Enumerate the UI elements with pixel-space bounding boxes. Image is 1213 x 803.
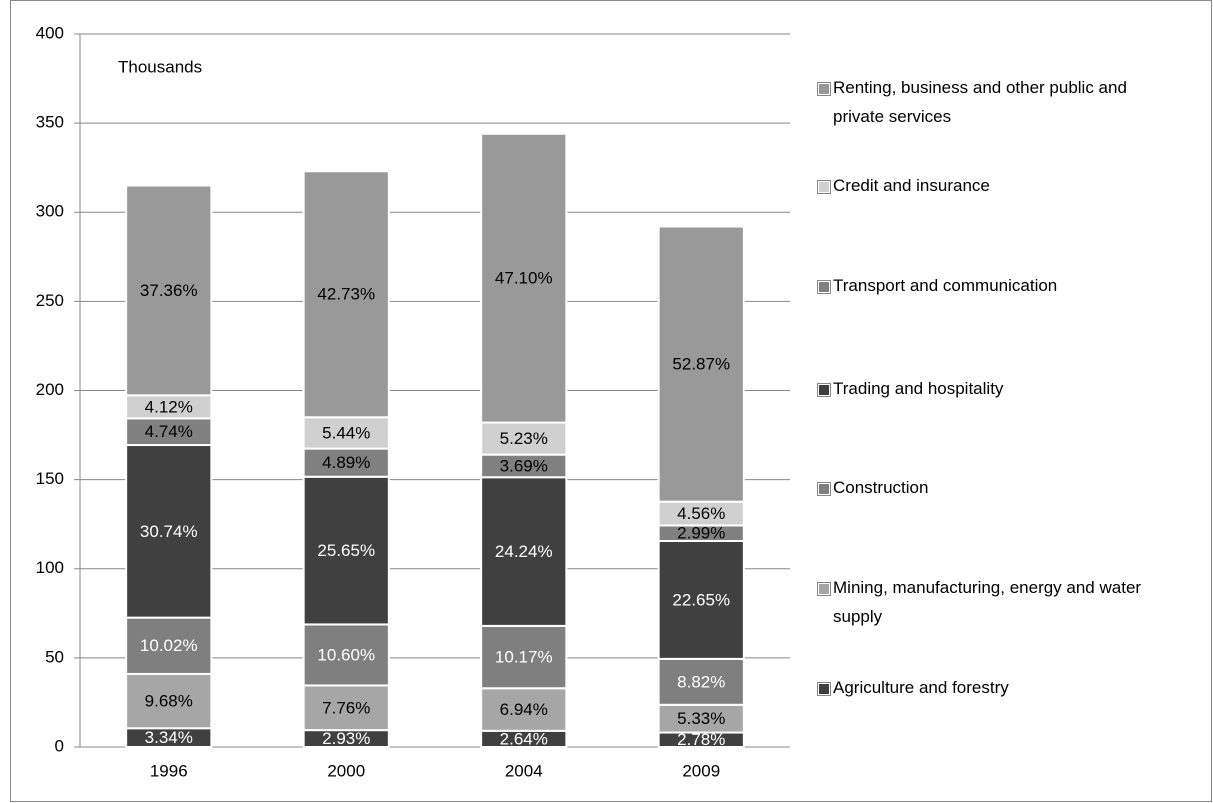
- annotation: Thousands: [118, 57, 202, 76]
- legend-item: Trading and hospitality: [817, 374, 1178, 403]
- legend-label: Credit and insurance: [833, 176, 990, 195]
- data-label: 10.17%: [495, 648, 553, 667]
- data-label: 25.65%: [317, 541, 375, 560]
- bar-segment: [125, 444, 213, 619]
- chart-border: [10, 0, 1212, 802]
- bar-segment: [302, 623, 390, 687]
- data-label: 10.60%: [317, 645, 375, 664]
- legend-swatch: [817, 82, 831, 96]
- data-label: 8.82%: [677, 672, 725, 691]
- data-label: 7.76%: [322, 698, 370, 717]
- y-tick-label: 50: [45, 647, 64, 666]
- data-label: 52.87%: [672, 355, 730, 374]
- data-label: 4.74%: [145, 422, 193, 441]
- legend-item: Transport and communication: [817, 271, 1178, 300]
- bar-segment: [480, 476, 568, 627]
- data-label: 5.33%: [677, 709, 725, 728]
- x-tick-label: 2000: [327, 761, 365, 780]
- x-tick-label: 1996: [150, 761, 188, 780]
- bar-segment: [302, 684, 390, 732]
- bar-segment: [480, 624, 568, 690]
- data-label: 2.78%: [677, 730, 725, 749]
- data-label: 47.10%: [495, 269, 553, 288]
- y-tick-label: 350: [36, 113, 64, 132]
- data-label: 4.12%: [145, 397, 193, 416]
- y-tick-label: 400: [36, 23, 64, 42]
- bar-segment: [480, 421, 568, 456]
- data-label: 2.64%: [500, 729, 548, 748]
- y-tick-label: 150: [36, 469, 64, 488]
- legend-item: Renting, business and other public and p…: [817, 73, 1178, 131]
- data-label: 2.93%: [322, 729, 370, 748]
- bar-segment: [657, 703, 745, 734]
- legend-item: Agriculture and forestry: [817, 673, 1178, 702]
- y-tick-label: 0: [55, 736, 64, 755]
- legend-swatch: [817, 682, 831, 696]
- data-label: 42.73%: [317, 285, 375, 304]
- data-label: 9.68%: [145, 692, 193, 711]
- data-label: 2.99%: [677, 524, 725, 543]
- data-label: 5.44%: [322, 423, 370, 442]
- data-label: 3.69%: [500, 456, 548, 475]
- legend-label: Construction: [833, 478, 929, 497]
- legend-label: Transport and communication: [833, 276, 1058, 295]
- data-label: 4.56%: [677, 504, 725, 523]
- bar-segment: [480, 132, 568, 424]
- legend-swatch: [817, 280, 831, 294]
- data-label: 37.36%: [140, 281, 198, 300]
- data-label: 22.65%: [672, 590, 730, 609]
- bar-segment: [302, 447, 390, 478]
- data-label: 4.89%: [322, 453, 370, 472]
- bar-segment: [125, 616, 213, 675]
- data-label: 30.74%: [140, 522, 198, 541]
- legend-item: Credit and insurance: [817, 171, 1178, 200]
- data-label: 5.23%: [500, 429, 548, 448]
- legend-item: Construction: [817, 473, 1178, 502]
- data-label: 3.34%: [145, 728, 193, 747]
- legend-label: Agriculture and forestry: [833, 678, 1009, 697]
- bar-segment: [302, 475, 390, 626]
- y-tick-label: 300: [36, 202, 64, 221]
- bar-segment: [657, 657, 745, 706]
- y-tick-label: 100: [36, 558, 64, 577]
- legend-swatch: [817, 383, 831, 397]
- x-tick-label: 2004: [505, 761, 543, 780]
- data-label: 10.02%: [140, 636, 198, 655]
- data-label: 24.24%: [495, 542, 553, 561]
- legend-swatch: [817, 482, 831, 496]
- legend-label: Mining, manufacturing, energy and water …: [833, 578, 1142, 626]
- legend-swatch: [817, 180, 831, 194]
- y-tick-label: 250: [36, 291, 64, 310]
- legend-item: Mining, manufacturing, energy and water …: [817, 573, 1178, 631]
- bar-segment: [125, 184, 213, 397]
- x-tick-label: 2009: [682, 761, 720, 780]
- bar-segment: [657, 225, 745, 503]
- legend-label: Trading and hospitality: [833, 379, 1004, 398]
- legend-label: Renting, business and other public and p…: [833, 78, 1127, 126]
- data-label: 6.94%: [500, 700, 548, 719]
- y-tick-label: 200: [36, 380, 64, 399]
- bar-segment: [302, 170, 390, 419]
- legend-swatch: [817, 582, 831, 596]
